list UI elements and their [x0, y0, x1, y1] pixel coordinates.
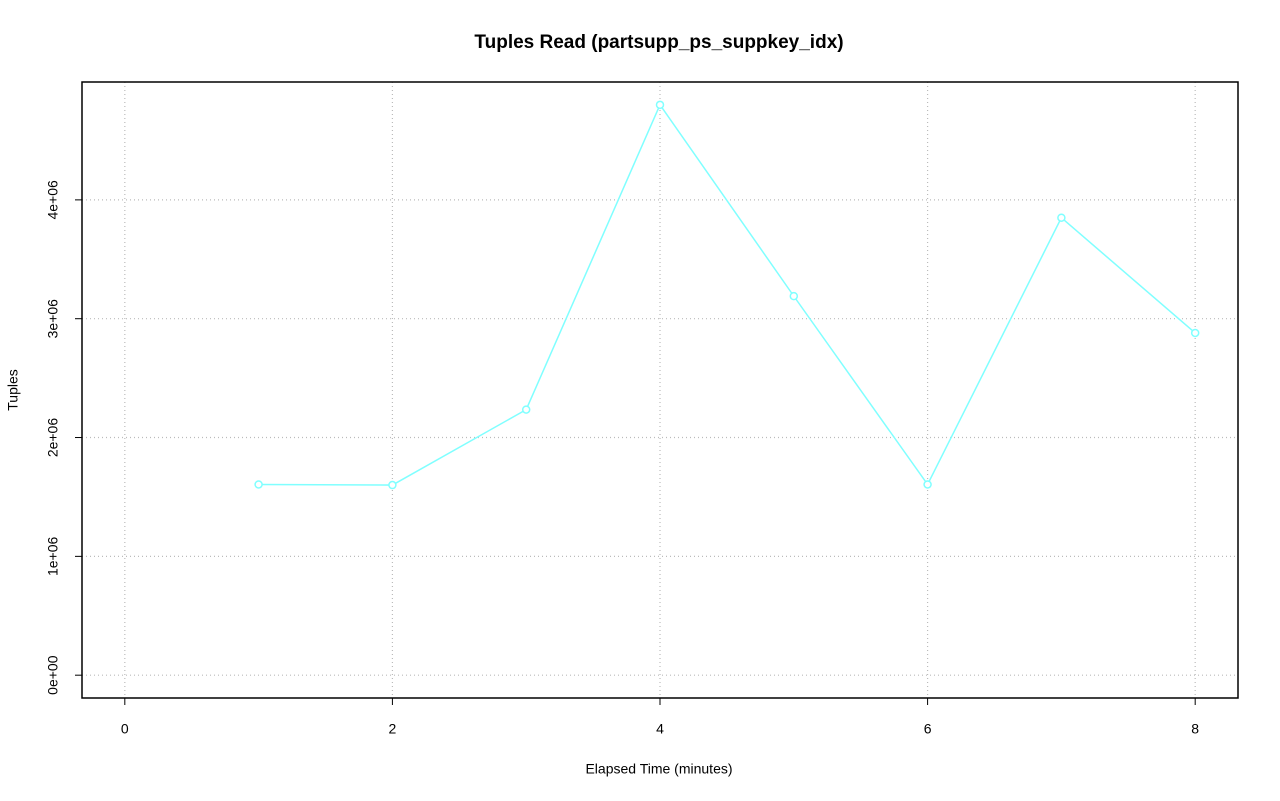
- data-point: [789, 291, 799, 301]
- y-tick-label: 0e+00: [45, 655, 61, 695]
- data-point: [1057, 213, 1066, 222]
- y-tick-label: 2e+06: [45, 418, 61, 458]
- x-tick-label: 4: [656, 721, 664, 737]
- data-point: [521, 405, 531, 414]
- data-point: [1190, 328, 1200, 338]
- data-line: [258, 103, 1196, 486]
- y-axis-label: Tuples: [5, 369, 21, 411]
- x-tick-label: 6: [924, 721, 932, 737]
- x-tick-label: 8: [1191, 721, 1199, 737]
- chart-title: Tuples Read (partsupp_ps_suppkey_idx): [474, 32, 843, 53]
- y-tick-label: 1e+06: [45, 536, 61, 576]
- data-point: [655, 100, 665, 110]
- y-tick-label: 3e+06: [45, 299, 61, 339]
- x-tick-label: 0: [121, 721, 129, 737]
- y-tick-label: 4e+06: [45, 180, 61, 220]
- data-point: [254, 480, 263, 489]
- x-tick-label: 2: [389, 721, 397, 737]
- data-point: [388, 480, 397, 490]
- plot-frame: [81, 81, 1239, 699]
- data-point: [923, 480, 932, 489]
- x-axis-label: Elapsed Time (minutes): [585, 761, 732, 777]
